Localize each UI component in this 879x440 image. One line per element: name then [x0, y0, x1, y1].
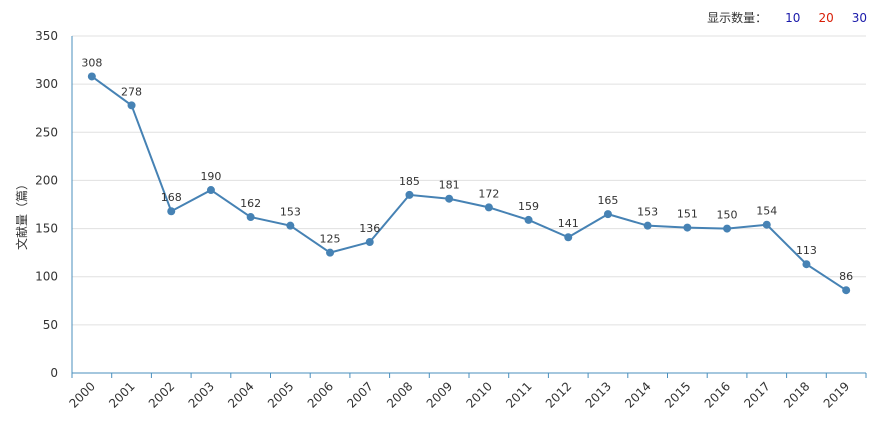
- data-point[interactable]: [802, 260, 811, 269]
- data-label: 181: [439, 179, 460, 192]
- x-tick-label: 2003: [186, 379, 217, 410]
- data-label: 308: [81, 56, 102, 69]
- x-tick-label: 2014: [622, 379, 653, 410]
- data-label: 162: [240, 197, 261, 210]
- data-label: 113: [796, 244, 817, 257]
- x-tick-label: 2017: [741, 379, 772, 410]
- data-label: 185: [399, 175, 420, 188]
- data-point[interactable]: [683, 223, 692, 232]
- count-option-20[interactable]: 20: [818, 10, 834, 25]
- data-point[interactable]: [524, 215, 533, 224]
- y-tick-label: 200: [35, 173, 58, 187]
- data-label: 190: [200, 170, 221, 183]
- data-label: 86: [839, 270, 853, 283]
- x-tick-label: 2019: [821, 379, 852, 410]
- series-line: [91, 75, 847, 292]
- data-point[interactable]: [762, 220, 771, 229]
- y-tick-label: 150: [35, 222, 58, 236]
- data-point[interactable]: [326, 248, 335, 257]
- x-tick-label: 2013: [583, 379, 614, 410]
- y-tick-label: 300: [35, 77, 58, 91]
- x-tick-label: 2006: [305, 379, 336, 410]
- data-label: 141: [558, 217, 579, 230]
- x-tick-label: 2007: [344, 379, 375, 410]
- count-selector: 显示数量： 10 20 30: [707, 9, 867, 26]
- count-option-30[interactable]: 30: [851, 10, 867, 25]
- x-tick-label: 2011: [503, 379, 534, 410]
- data-point[interactable]: [206, 186, 215, 195]
- x-tick-label: 2001: [106, 379, 137, 410]
- y-tick-label: 0: [50, 366, 58, 380]
- data-label: 154: [756, 205, 777, 218]
- x-tick-label: 2010: [463, 379, 494, 410]
- series: [87, 72, 851, 295]
- data-label: 153: [280, 206, 301, 219]
- data-point[interactable]: [87, 72, 96, 81]
- y-tick-label: 350: [35, 29, 58, 43]
- data-label: 168: [161, 191, 182, 204]
- y-tick-label: 250: [35, 125, 58, 139]
- x-tick-label: 2016: [702, 379, 733, 410]
- y-tick-label: 50: [43, 318, 58, 332]
- data-point[interactable]: [127, 101, 136, 110]
- data-point[interactable]: [603, 210, 612, 219]
- data-point[interactable]: [723, 224, 732, 233]
- data-point[interactable]: [167, 207, 176, 216]
- data-label: 165: [597, 194, 618, 207]
- data-label: 153: [637, 206, 658, 219]
- y-tick-label: 100: [35, 270, 58, 284]
- data-label: 125: [320, 233, 341, 246]
- data-point[interactable]: [405, 190, 414, 199]
- data-label: 172: [478, 187, 499, 200]
- data-label: 151: [677, 208, 698, 221]
- y-axis-title: 文献量（篇）: [14, 178, 29, 250]
- x-tick-label: 2000: [66, 379, 97, 410]
- data-point[interactable]: [365, 238, 374, 247]
- data-label: 278: [121, 85, 142, 98]
- data-point[interactable]: [246, 213, 255, 222]
- x-tick-label: 2002: [146, 379, 177, 410]
- x-tick-label: 2012: [543, 379, 574, 410]
- data-point[interactable]: [484, 203, 493, 212]
- x-tick-label: 2015: [662, 379, 693, 410]
- x-tick-label: 2008: [384, 379, 415, 410]
- data-point[interactable]: [842, 286, 851, 295]
- data-point[interactable]: [445, 194, 454, 203]
- data-point[interactable]: [643, 221, 652, 230]
- data-point[interactable]: [286, 221, 295, 230]
- data-point[interactable]: [564, 233, 573, 242]
- x-tick-label: 2004: [225, 379, 256, 410]
- data-labels: 308 278 168 190 162 153 125 136 185 181 172 159 141 1…: [81, 56, 853, 283]
- data-label: 150: [717, 209, 738, 222]
- data-label: 159: [518, 200, 539, 213]
- x-tick-label: 2009: [424, 379, 455, 410]
- count-selector-label: 显示数量：: [707, 11, 768, 25]
- x-tick-label: 2018: [781, 379, 812, 410]
- grid-lines: [72, 35, 866, 326]
- axes: 0 50 100 150 200 250 300 350 2000 2001 2002 2003 200…: [35, 29, 867, 411]
- data-label: 136: [359, 222, 380, 235]
- count-option-10[interactable]: 10: [785, 10, 801, 25]
- x-tick-label: 2005: [265, 379, 296, 410]
